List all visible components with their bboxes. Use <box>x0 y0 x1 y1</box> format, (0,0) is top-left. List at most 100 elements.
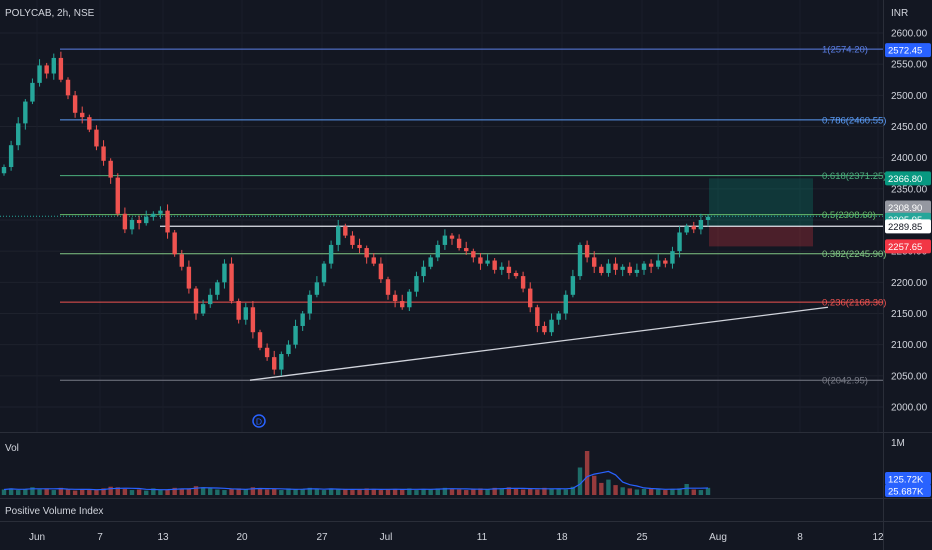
candle-body[interactable] <box>364 248 369 258</box>
candle-body[interactable] <box>464 248 469 252</box>
position-target-zone[interactable] <box>709 178 813 227</box>
candle-body[interactable] <box>215 282 220 295</box>
volume-bar[interactable] <box>464 490 469 495</box>
candle-body[interactable] <box>222 263 227 283</box>
volume-bar[interactable] <box>44 488 49 495</box>
candle-body[interactable] <box>179 254 184 267</box>
candle-body[interactable] <box>16 123 21 146</box>
volume-bar[interactable] <box>684 484 689 495</box>
candle-body[interactable] <box>670 251 675 264</box>
candle-body[interactable] <box>151 213 156 217</box>
volume-bar[interactable] <box>307 487 312 495</box>
candle-body[interactable] <box>307 294 312 314</box>
volume-bar[interactable] <box>336 489 341 496</box>
volume-bar[interactable] <box>72 490 78 495</box>
candle-body[interactable] <box>172 232 177 255</box>
volume-bar[interactable] <box>364 488 369 495</box>
volume-bar[interactable] <box>165 489 170 496</box>
volume-bar[interactable] <box>535 489 540 496</box>
volume-bar[interactable] <box>8 488 14 495</box>
volume-bar[interactable] <box>186 488 192 495</box>
candle-body[interactable] <box>499 266 504 270</box>
volume-bar[interactable] <box>584 451 590 495</box>
candle-body[interactable] <box>570 276 576 295</box>
candle-body[interactable] <box>115 177 120 214</box>
volume-bar[interactable] <box>478 488 483 495</box>
volume-bar[interactable] <box>108 486 113 495</box>
volume-bar[interactable] <box>158 490 163 495</box>
candle-body[interactable] <box>350 235 355 245</box>
candle-body[interactable] <box>243 307 248 320</box>
volume-bar[interactable] <box>250 487 256 495</box>
candle-body[interactable] <box>449 235 455 239</box>
volume-bar[interactable] <box>65 489 71 496</box>
volume-tag[interactable] <box>885 472 931 485</box>
candle-body[interactable] <box>264 347 270 358</box>
volume-bar[interactable] <box>407 488 412 495</box>
volume-bar[interactable] <box>87 490 92 495</box>
candle-body[interactable] <box>414 276 419 292</box>
volume-bar[interactable] <box>222 490 227 495</box>
candle-body[interactable] <box>58 57 64 80</box>
candle-body[interactable] <box>257 332 263 348</box>
candle-body[interactable] <box>378 263 384 280</box>
price-tag[interactable] <box>885 171 931 186</box>
volume-bar[interactable] <box>485 489 490 496</box>
candle-body[interactable] <box>385 279 391 295</box>
candle-body[interactable] <box>520 276 526 289</box>
volume-bar[interactable] <box>300 488 305 495</box>
volume-bar[interactable] <box>136 489 142 496</box>
volume-bar[interactable] <box>129 490 135 495</box>
trendline[interactable] <box>249 306 829 381</box>
volume-bar[interactable] <box>627 488 632 495</box>
candle-body[interactable] <box>684 226 689 233</box>
indicator-pane[interactable] <box>0 499 883 521</box>
candle-body[interactable] <box>44 65 49 74</box>
price-tag[interactable] <box>885 219 931 234</box>
volume-bar[interactable] <box>30 487 35 495</box>
candle-body[interactable] <box>129 220 135 230</box>
candle-body[interactable] <box>144 216 149 224</box>
volume-bar[interactable] <box>378 490 384 495</box>
volume-bar[interactable] <box>16 490 21 495</box>
candle-body[interactable] <box>108 160 113 178</box>
volume-bar[interactable] <box>37 489 42 496</box>
volume-bar[interactable] <box>428 489 433 496</box>
volume-pane[interactable] <box>0 433 883 498</box>
candle-body[interactable] <box>1 167 7 174</box>
candle-body[interactable] <box>492 260 497 270</box>
volume-bar[interactable] <box>634 489 640 496</box>
candle-body[interactable] <box>23 101 28 124</box>
price-tag[interactable] <box>885 239 931 254</box>
candle-body[interactable] <box>542 325 547 333</box>
candle-body[interactable] <box>506 266 512 273</box>
volume-bar[interactable] <box>1 489 7 496</box>
candle-body[interactable] <box>122 213 128 230</box>
candle-body[interactable] <box>634 269 640 273</box>
candle-body[interactable] <box>300 313 305 326</box>
candle-body[interactable] <box>400 301 405 308</box>
candle-body[interactable] <box>663 260 668 264</box>
volume-bar[interactable] <box>272 488 277 495</box>
candle-body[interactable] <box>208 294 213 305</box>
volume-bar[interactable] <box>350 490 355 495</box>
candle-body[interactable] <box>620 266 625 270</box>
candle-body[interactable] <box>279 354 284 370</box>
candle-body[interactable] <box>407 291 412 308</box>
volume-bar[interactable] <box>663 490 668 495</box>
candle-body[interactable] <box>87 117 92 130</box>
candle-body[interactable] <box>136 220 142 224</box>
candle-body[interactable] <box>428 257 433 267</box>
candle-body[interactable] <box>549 319 554 333</box>
volume-bar[interactable] <box>357 489 362 496</box>
dividend-marker[interactable]: D <box>252 414 266 428</box>
volume-bar[interactable] <box>321 490 327 495</box>
candle-body[interactable] <box>37 65 42 83</box>
candle-body[interactable] <box>556 313 561 320</box>
candle-body[interactable] <box>392 294 398 302</box>
volume-bar[interactable] <box>144 490 149 495</box>
volume-bar[interactable] <box>215 489 220 496</box>
volume-bar[interactable] <box>236 488 241 495</box>
candle-body[interactable] <box>200 304 206 314</box>
volume-bar[interactable] <box>293 489 298 496</box>
